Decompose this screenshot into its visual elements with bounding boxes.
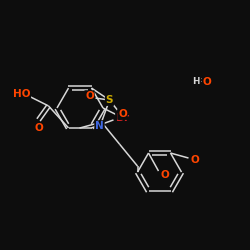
Text: HO: HO [13,89,30,99]
Text: O: O [85,91,94,101]
Text: O: O [118,109,127,119]
Text: ₂: ₂ [200,76,204,84]
Text: H: H [192,78,200,86]
Text: O: O [160,170,169,180]
Text: O: O [190,155,199,165]
Text: S: S [106,95,113,105]
Text: N: N [95,121,104,131]
Text: O: O [34,123,43,133]
Text: O: O [202,77,211,87]
Text: Br: Br [116,113,129,123]
